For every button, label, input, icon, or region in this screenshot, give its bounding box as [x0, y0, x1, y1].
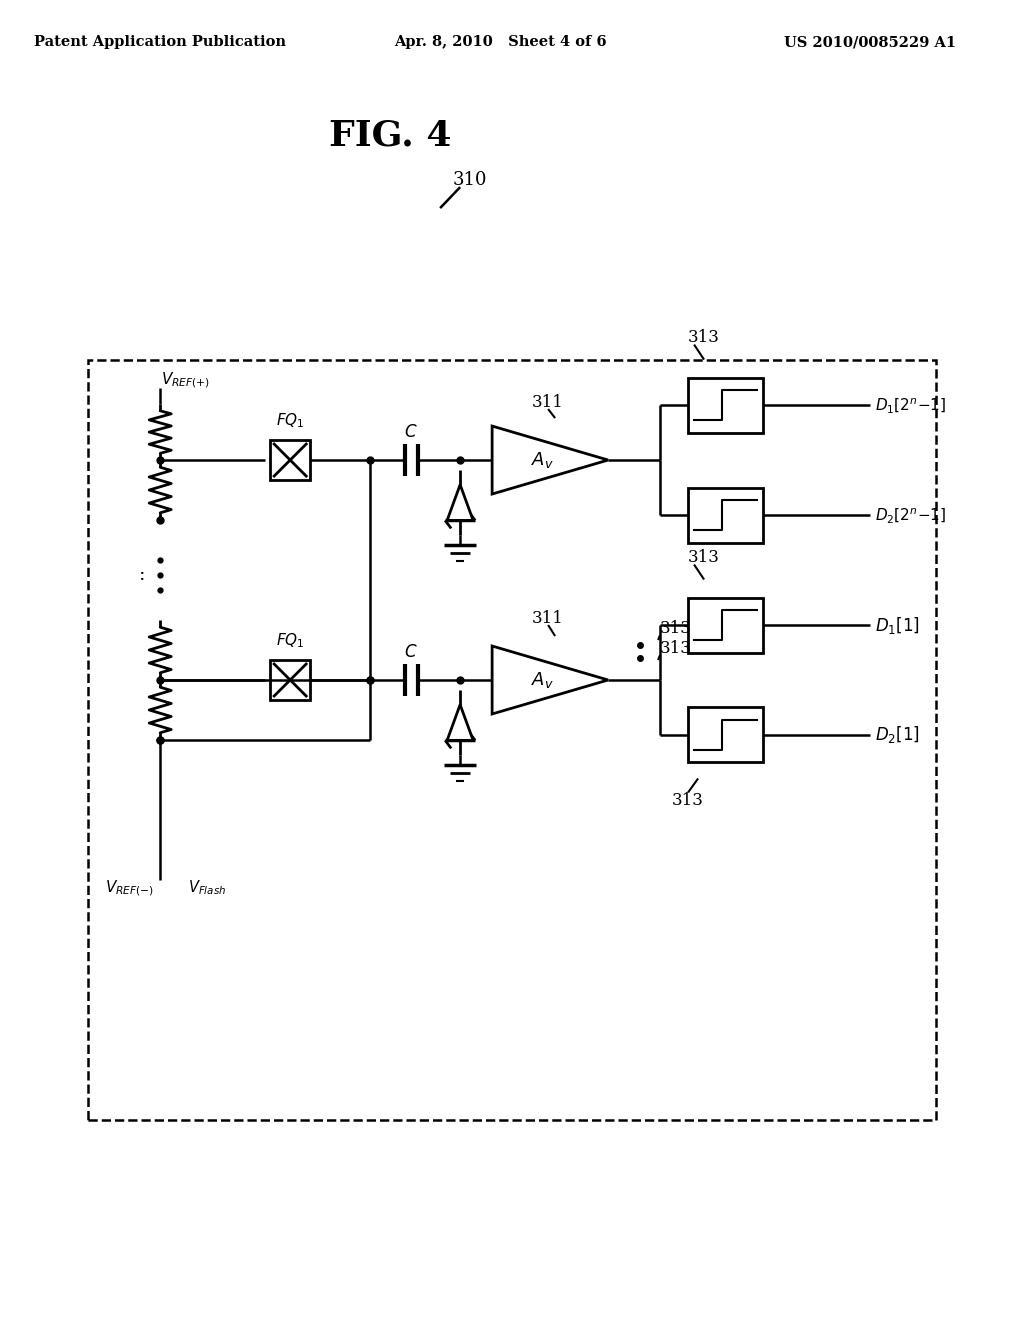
Text: $D_2[1]$: $D_2[1]$ — [876, 725, 920, 746]
Text: $\mathit{A_v}$: $\mathit{A_v}$ — [530, 450, 554, 470]
Text: $\mathit{V_{REF(-)}}$: $\mathit{V_{REF(-)}}$ — [105, 878, 155, 898]
Bar — [688, 708, 763, 763]
Bar — [688, 598, 763, 652]
Text: 311: 311 — [532, 393, 564, 411]
Text: $\mathit{A_v}$: $\mathit{A_v}$ — [530, 671, 554, 690]
Text: Apr. 8, 2010   Sheet 4 of 6: Apr. 8, 2010 Sheet 4 of 6 — [394, 36, 606, 49]
Bar — [270, 660, 310, 700]
Text: $\mathit{FQ_1}$: $\mathit{FQ_1}$ — [275, 412, 304, 430]
Text: $\mathit{C}$: $\mathit{C}$ — [404, 424, 418, 441]
Text: 313: 313 — [660, 639, 692, 656]
Text: $\mathit{V_{Flash}}$: $\mathit{V_{Flash}}$ — [188, 879, 226, 898]
Text: 313: 313 — [672, 792, 705, 809]
Text: 313: 313 — [688, 329, 720, 346]
Bar — [688, 487, 763, 543]
Bar — [270, 440, 310, 480]
Text: FIG. 4: FIG. 4 — [329, 117, 452, 152]
Text: $D_1[2^n{-}1]$: $D_1[2^n{-}1]$ — [876, 396, 946, 414]
Text: $\mathit{FQ_1}$: $\mathit{FQ_1}$ — [275, 631, 304, 649]
Bar — [688, 378, 763, 433]
Polygon shape — [447, 705, 473, 741]
Text: $\mathit{C}$: $\mathit{C}$ — [404, 644, 418, 660]
Text: :: : — [139, 566, 145, 583]
Text: $\mathit{V_{REF(+)}}$: $\mathit{V_{REF(+)}}$ — [161, 371, 210, 389]
Text: 310: 310 — [453, 172, 487, 189]
Text: US 2010/0085229 A1: US 2010/0085229 A1 — [784, 36, 956, 49]
Text: 313: 313 — [688, 549, 720, 566]
Text: 313: 313 — [660, 619, 692, 636]
Bar — [88, 360, 936, 1119]
Polygon shape — [447, 484, 473, 520]
Text: $D_2[2^n{-}1]$: $D_2[2^n{-}1]$ — [876, 506, 946, 524]
Text: Patent Application Publication: Patent Application Publication — [34, 36, 286, 49]
Text: $D_1[1]$: $D_1[1]$ — [876, 615, 920, 635]
Text: 311: 311 — [532, 610, 564, 627]
